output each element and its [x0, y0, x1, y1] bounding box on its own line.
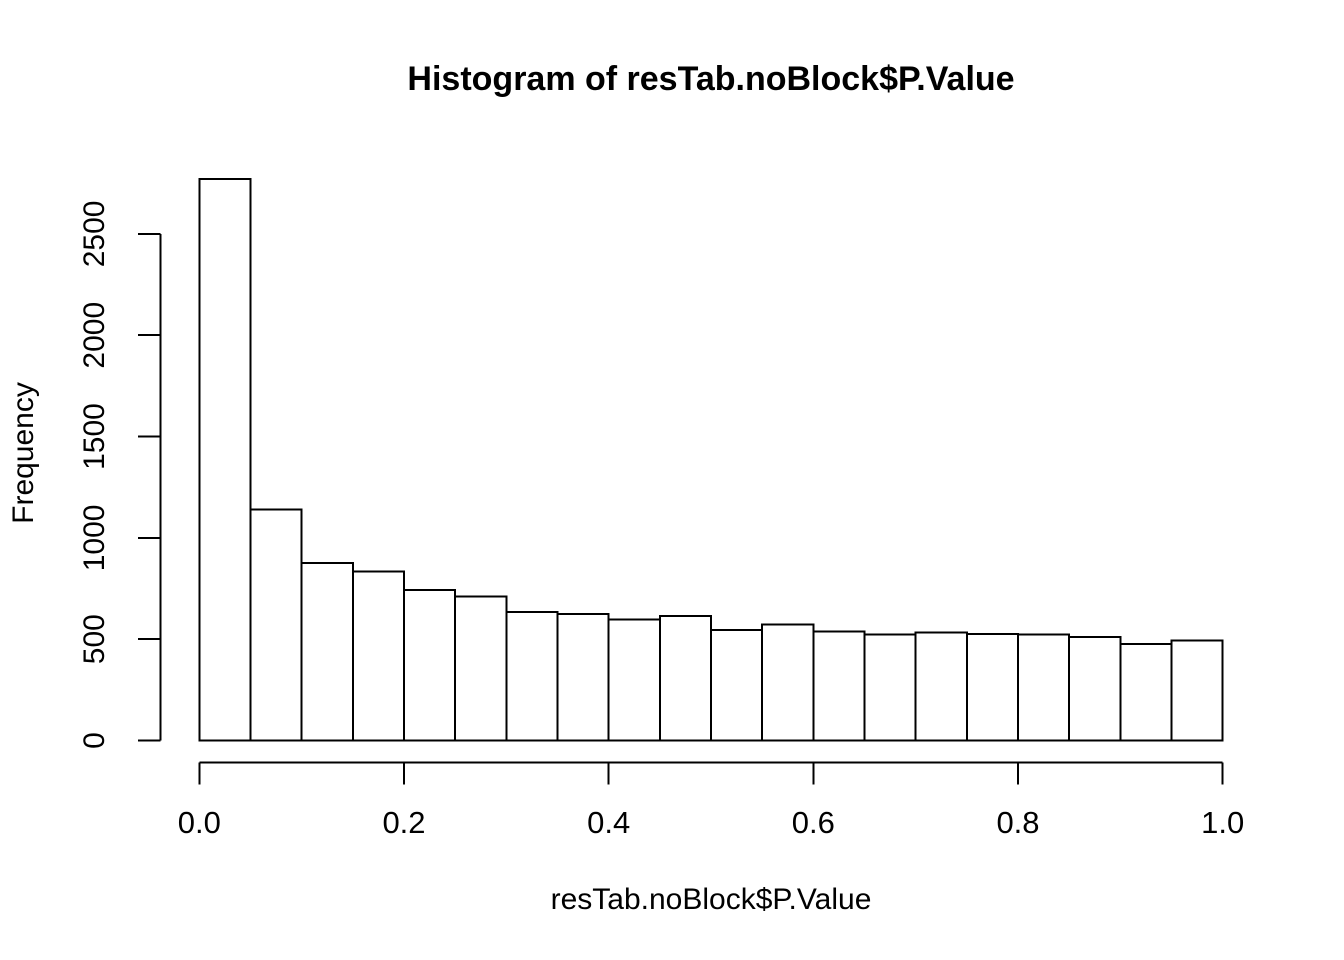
histogram-bar [863, 633, 917, 742]
y-tick-label: 2000 [78, 302, 111, 369]
x-tick-label: 0.6 [792, 805, 835, 840]
chart-title: Histogram of resTab.noBlock$P.Value [407, 60, 1015, 98]
histogram-bar [710, 629, 764, 742]
histogram-bar [556, 612, 610, 742]
histogram-bar [351, 570, 405, 742]
histogram-bar [914, 631, 968, 742]
histogram-bar [658, 615, 712, 742]
x-axis-title: resTab.noBlock$P.Value [550, 883, 872, 916]
y-tick-label: 0 [78, 732, 111, 749]
histogram-bar [1170, 639, 1224, 742]
histogram-bar [403, 589, 457, 742]
histogram-bar [1119, 643, 1173, 742]
x-tick-label: 0.0 [178, 805, 221, 840]
histogram-bar [607, 618, 661, 742]
histogram-bar [761, 623, 815, 742]
histogram-bar [505, 611, 559, 742]
y-tick-label: 1000 [78, 505, 111, 572]
y-tick-label: 1500 [78, 403, 111, 470]
histogram-bar [1068, 636, 1122, 742]
histogram-bar [198, 178, 252, 742]
x-tick-label: 0.2 [382, 805, 425, 840]
histogram-bar [454, 595, 508, 742]
y-tick-label: 2500 [78, 201, 111, 268]
histogram-bar [965, 632, 1020, 742]
histogram-bar [812, 630, 866, 742]
y-axis-title: Frequency [7, 382, 40, 524]
y-tick-label: 500 [78, 614, 111, 664]
x-tick-label: 0.8 [996, 805, 1039, 840]
histogram-bar [249, 508, 303, 742]
histogram-bar [1017, 633, 1071, 742]
x-tick-label: 1.0 [1201, 805, 1244, 840]
histogram-bar [300, 562, 354, 742]
x-tick-label: 0.4 [587, 805, 630, 840]
